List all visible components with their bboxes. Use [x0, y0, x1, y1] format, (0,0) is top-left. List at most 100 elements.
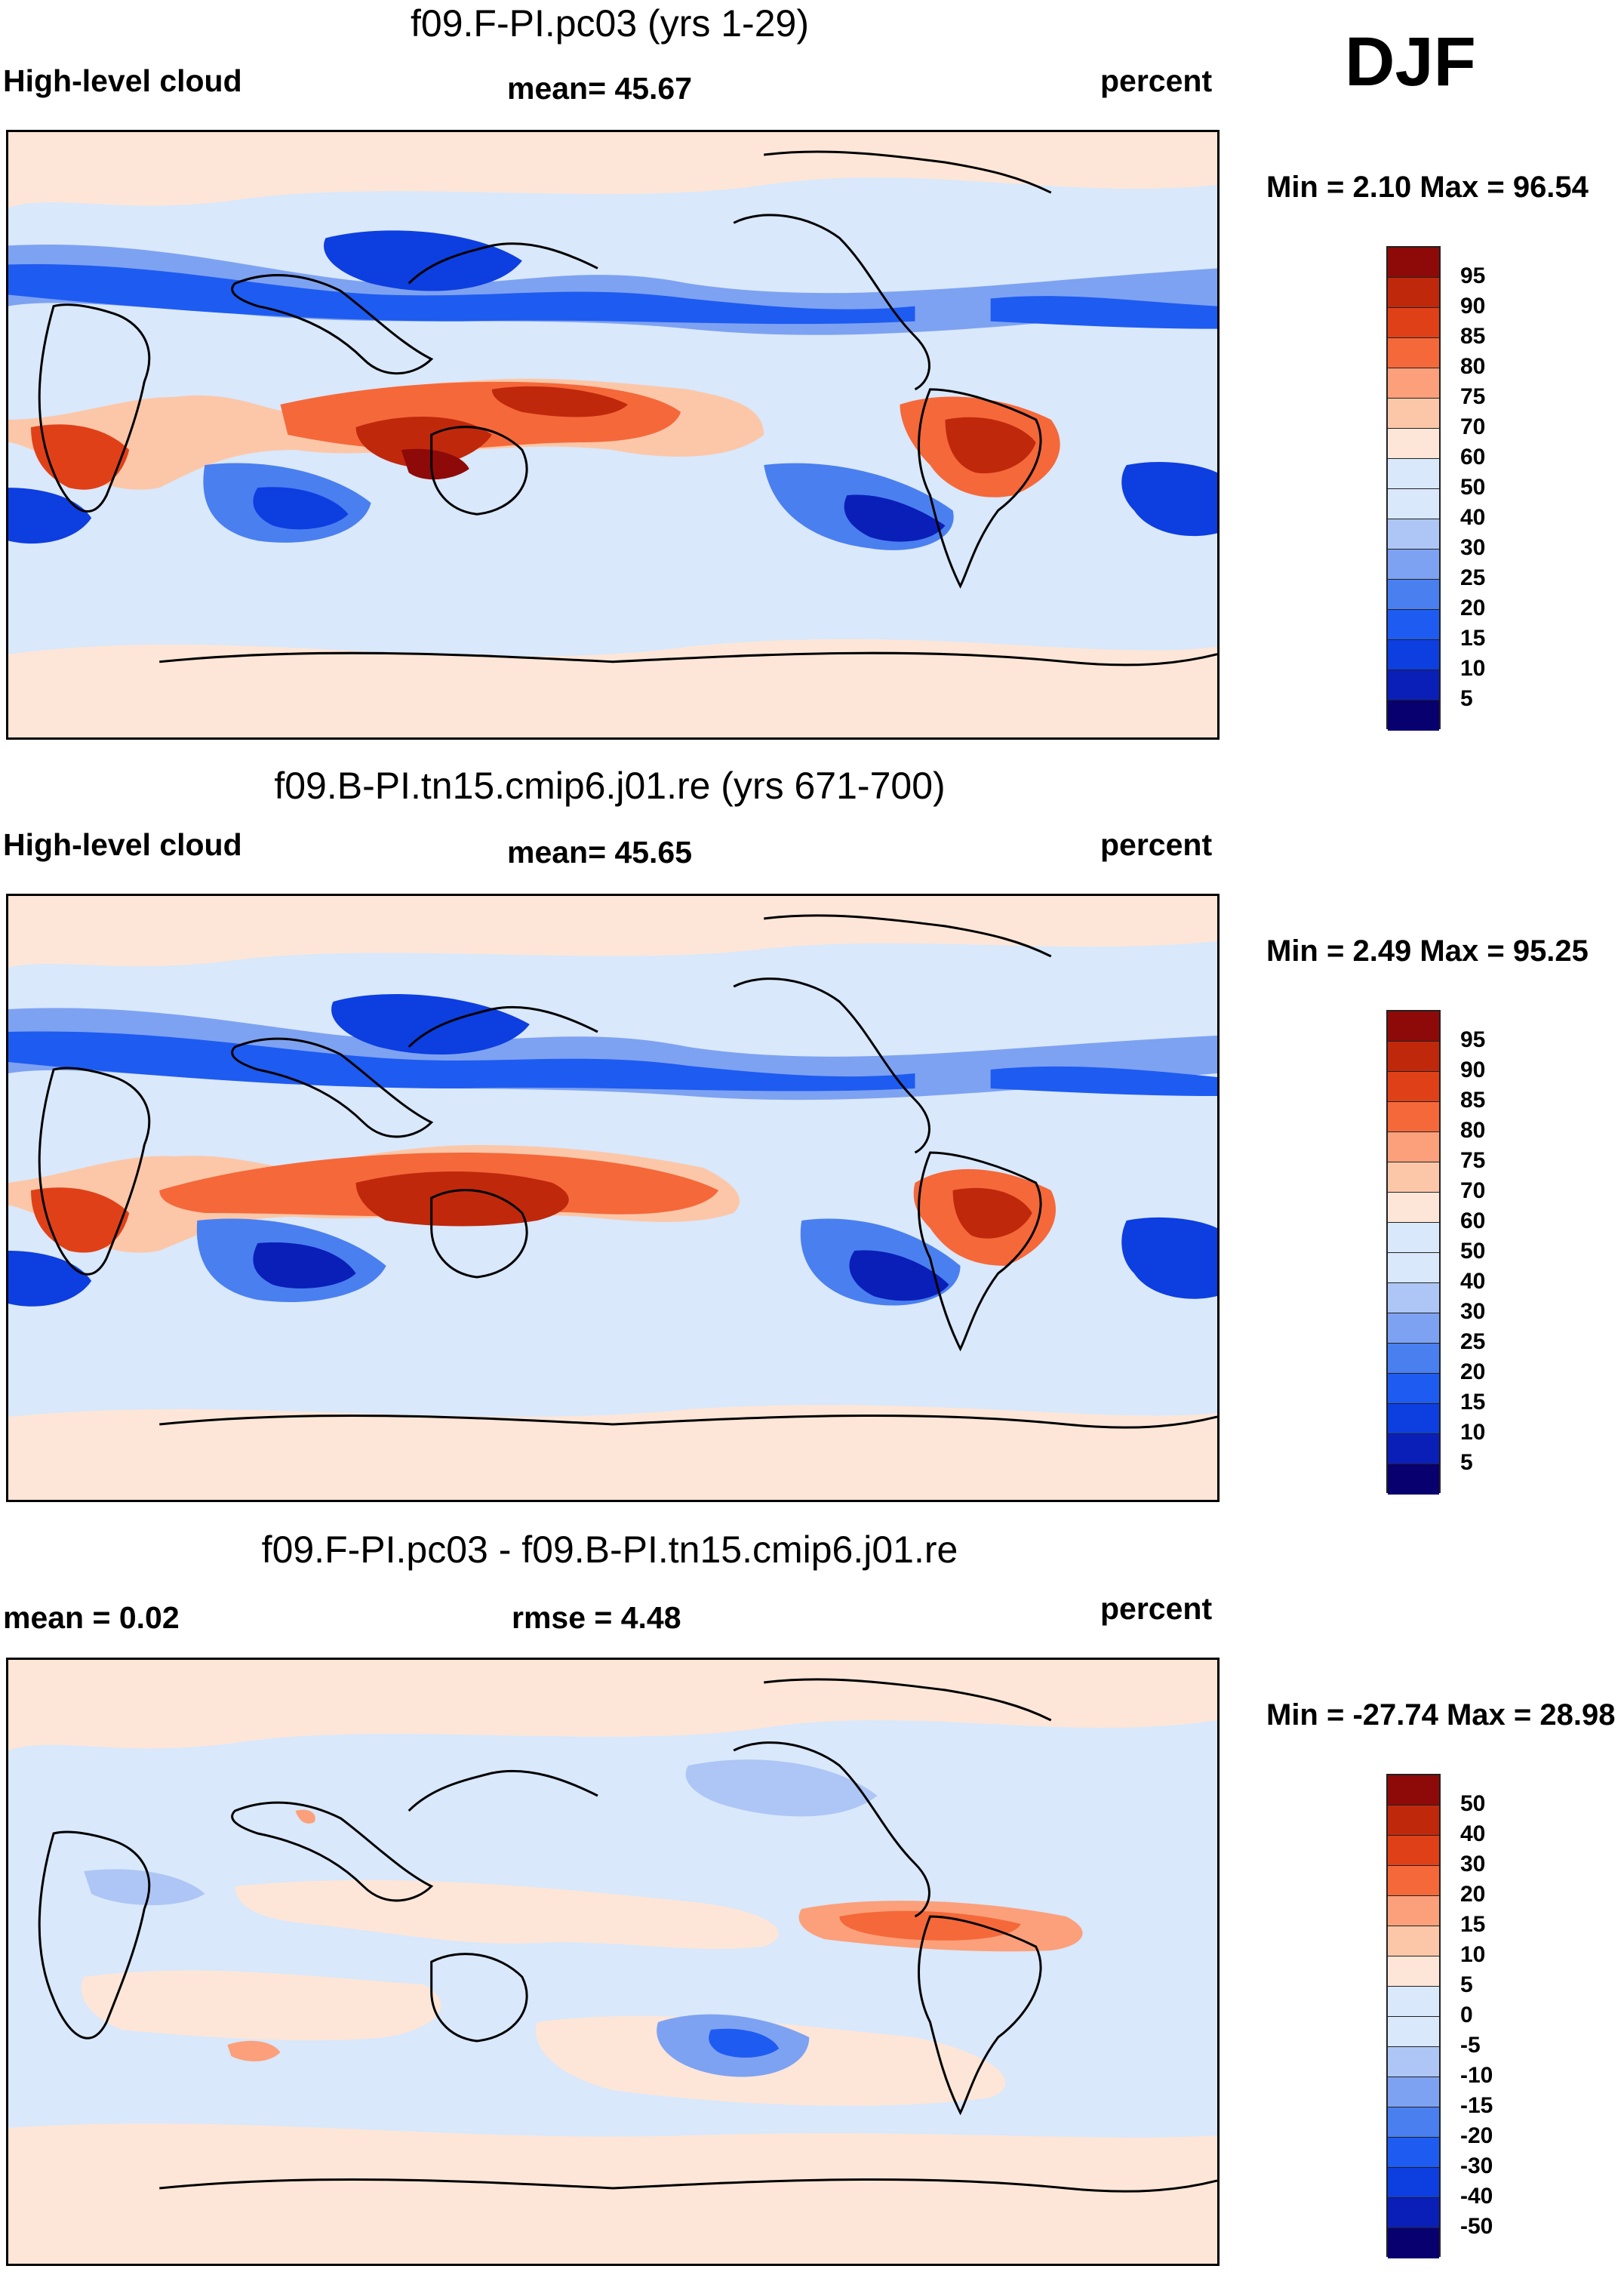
global-contour-map-icon — [8, 896, 1217, 1500]
colorbar-swatch — [1388, 1313, 1439, 1344]
colorbar-tick-label: 0 — [1460, 2003, 1473, 2027]
colorbar-swatch — [1388, 1132, 1439, 1162]
global-contour-map-icon — [8, 132, 1217, 737]
colorbar-tick-label: 60 — [1460, 1208, 1486, 1233]
colorbar-swatch — [1388, 2228, 1439, 2258]
colorbar-swatch — [1388, 580, 1439, 610]
colorbar-tick-label: 85 — [1460, 1088, 1486, 1113]
colorbar-swatch — [1388, 1283, 1439, 1313]
panel-1-title: f09.F-PI.pc03 (yrs 1-29) — [411, 2, 809, 45]
colorbar-swatch — [1388, 2017, 1439, 2047]
colorbar-tick-label: 60 — [1460, 445, 1486, 469]
colorbar-swatch — [1388, 1042, 1439, 1072]
colorbar-tick-label: 80 — [1460, 1118, 1486, 1143]
colorbar-swatch — [1388, 1374, 1439, 1404]
colorbar-tick-label: 40 — [1460, 1269, 1486, 1294]
colorbar-tick-label: 20 — [1460, 1359, 1486, 1384]
panel-2-colorbar-swatches — [1386, 1010, 1441, 1495]
colorbar-swatch — [1388, 399, 1439, 429]
colorbar-swatch — [1388, 550, 1439, 580]
colorbar-swatch — [1388, 2168, 1439, 2198]
colorbar-tick-label: -40 — [1460, 2184, 1493, 2209]
colorbar-swatch — [1388, 1102, 1439, 1132]
colorbar-swatch — [1388, 700, 1439, 731]
colorbar-swatch — [1388, 1836, 1439, 1866]
colorbar-swatch — [1388, 2107, 1439, 2138]
panel-3-map — [6, 1658, 1220, 2266]
colorbar-tick-label: 10 — [1460, 1420, 1486, 1445]
colorbar-tick-label: 10 — [1460, 656, 1486, 681]
colorbar-swatch — [1388, 1775, 1439, 1806]
colorbar-tick-label: 15 — [1460, 626, 1486, 651]
colorbar-swatch — [1388, 1011, 1439, 1042]
panel-2-units-label: percent — [1100, 827, 1213, 862]
panel-3-mean-label: mean = 0.02 — [3, 1600, 180, 1635]
colorbar-tick-label: 30 — [1460, 535, 1486, 560]
panel-1-colorbar-swatches — [1386, 246, 1441, 731]
colorbar-tick-label: -15 — [1460, 2093, 1493, 2118]
colorbar-swatch — [1388, 1162, 1439, 1193]
colorbar-swatch — [1388, 2198, 1439, 2228]
panel-1-variable-label: High-level cloud — [3, 63, 242, 98]
colorbar-tick-label: 70 — [1460, 414, 1486, 439]
colorbar-swatch — [1388, 429, 1439, 459]
global-difference-contour-map-icon — [8, 1660, 1217, 2264]
colorbar-swatch — [1388, 459, 1439, 489]
panel-1-minmax: Min = 2.10 Max = 96.54 — [1266, 171, 1589, 204]
colorbar-tick-label: 50 — [1460, 1239, 1486, 1264]
colorbar-swatch — [1388, 278, 1439, 308]
colorbar-swatch — [1388, 1806, 1439, 1836]
colorbar-tick-label: 15 — [1460, 1912, 1486, 1937]
colorbar-tick-label: 90 — [1460, 294, 1486, 319]
colorbar-tick-label: 40 — [1460, 505, 1486, 530]
panel-2-variable-label: High-level cloud — [3, 827, 242, 862]
panel-3-rmse-label: rmse = 4.48 — [512, 1600, 681, 1635]
colorbar-swatch — [1388, 1253, 1439, 1283]
colorbar-swatch — [1388, 1464, 1439, 1495]
colorbar-tick-label: 40 — [1460, 1821, 1486, 1846]
colorbar-tick-label: -5 — [1460, 2033, 1481, 2058]
colorbar-tick-label: 20 — [1460, 596, 1486, 620]
panel-2-mean-label: mean= 45.65 — [507, 835, 693, 870]
season-label: DJF — [1345, 23, 1476, 100]
colorbar-tick-label: 25 — [1460, 1329, 1486, 1354]
colorbar-swatch — [1388, 1987, 1439, 2017]
colorbar-tick-label: 5 — [1460, 1450, 1473, 1475]
colorbar-swatch — [1388, 670, 1439, 700]
colorbar-tick-label: -30 — [1460, 2153, 1493, 2178]
colorbar-tick-label: 70 — [1460, 1178, 1486, 1203]
colorbar-swatch — [1388, 2138, 1439, 2168]
colorbar-swatch — [1388, 338, 1439, 368]
panel-2-map — [6, 894, 1220, 1502]
colorbar-tick-label: 95 — [1460, 1027, 1486, 1052]
panel-1-units-label: percent — [1100, 63, 1213, 98]
colorbar-swatch — [1388, 368, 1439, 399]
colorbar-swatch — [1388, 308, 1439, 338]
colorbar-tick-label: 75 — [1460, 1148, 1486, 1173]
colorbar-tick-label: 5 — [1460, 686, 1473, 711]
panel-2-title: f09.B-PI.tn15.cmip6.j01.re (yrs 671-700) — [274, 765, 946, 807]
colorbar-swatch — [1388, 640, 1439, 670]
colorbar-tick-label: 30 — [1460, 1852, 1486, 1876]
colorbar-tick-label: 30 — [1460, 1299, 1486, 1324]
panel-2-minmax: Min = 2.49 Max = 95.25 — [1266, 934, 1589, 968]
colorbar-tick-label: 10 — [1460, 1942, 1486, 1967]
colorbar-swatch — [1388, 1404, 1439, 1434]
colorbar-tick-label: -50 — [1460, 2214, 1493, 2239]
colorbar-swatch — [1388, 248, 1439, 278]
colorbar-swatch — [1388, 1896, 1439, 1926]
colorbar-tick-label: 90 — [1460, 1057, 1486, 1082]
colorbar-tick-label: 85 — [1460, 324, 1486, 349]
colorbar-swatch — [1388, 1926, 1439, 1956]
colorbar-swatch — [1388, 1223, 1439, 1253]
colorbar-tick-label: 50 — [1460, 475, 1486, 500]
colorbar-swatch — [1388, 2077, 1439, 2107]
colorbar-tick-label: 95 — [1460, 263, 1486, 288]
colorbar-swatch — [1388, 1072, 1439, 1102]
colorbar-tick-label: 20 — [1460, 1882, 1486, 1907]
colorbar-tick-label: 50 — [1460, 1791, 1486, 1816]
colorbar-swatch — [1388, 1866, 1439, 1896]
colorbar-tick-label: 80 — [1460, 354, 1486, 379]
colorbar-tick-label: 25 — [1460, 565, 1486, 590]
colorbar-swatch — [1388, 1956, 1439, 1987]
